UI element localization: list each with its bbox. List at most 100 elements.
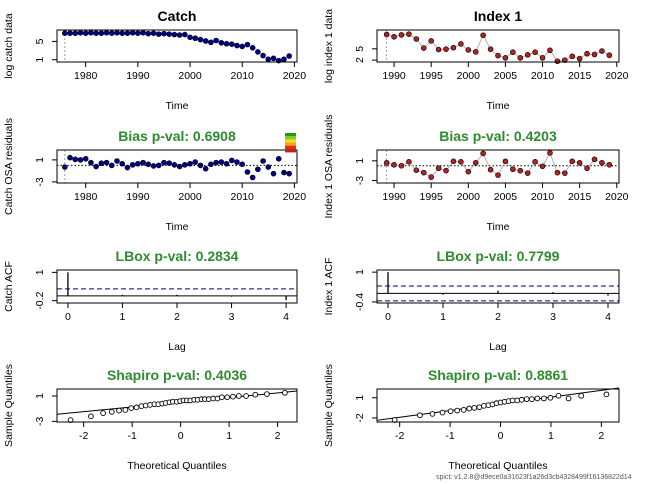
index_osa-point [606, 161, 613, 168]
catch_qq-point [116, 407, 122, 414]
catch_osa-point [129, 162, 136, 168]
catch_acf-panel: LBox p-val: 0.2834 Lag Catch ACF 0 1 2 3 4 -0.2 1 [3, 248, 298, 353]
index_osa-point [398, 162, 405, 169]
index_osa-point [413, 167, 420, 173]
catch_osa-ylabel: Catch OSA residuals [3, 118, 15, 215]
catch_data-xtick-label: 2020 [283, 70, 307, 82]
catch_data-title: Catch [158, 8, 197, 24]
catch_acf-ytick-label: -0.2 [34, 291, 46, 309]
catch_osa-title: Bias p-val: 0.6908 [118, 128, 236, 144]
catch_data-point [129, 29, 136, 36]
catch_data-point [176, 32, 183, 38]
index_qq-xtick-label: 1 [548, 430, 554, 442]
catch_data-point [77, 29, 84, 36]
index_qq-xtick-label: 0 [498, 430, 504, 442]
catch_data-point [228, 41, 235, 47]
index_osa-point [576, 160, 583, 166]
index_qq-point [481, 402, 487, 409]
index_osa-frame [376, 149, 620, 184]
index_qq-point [471, 405, 478, 411]
catch_osa-xtick-label: 2010 [231, 191, 255, 203]
index_osa-point [510, 166, 516, 173]
index_data-point [576, 55, 583, 62]
index_qq-point [476, 404, 483, 411]
index_data-title: Index 1 [474, 8, 522, 24]
index_data-point [413, 36, 420, 42]
index_osa-point [562, 170, 568, 176]
index_osa-xtick-label: 2000 [457, 191, 481, 203]
catch_osa-point [176, 163, 183, 170]
catch_osa-point [187, 160, 193, 167]
catch_osa-point [67, 154, 73, 161]
index_data-point [562, 57, 568, 63]
index_data-point [606, 52, 613, 59]
index_data-point [391, 33, 397, 40]
catch_osa-xtick-label: 1980 [74, 191, 98, 203]
catch_data-point [265, 56, 272, 63]
catch_osa-point [234, 159, 240, 165]
catch_osa-point [286, 170, 292, 177]
catch_data-point [249, 45, 256, 51]
index_data-point [383, 31, 390, 38]
index_osa-point [524, 170, 531, 176]
catch_data-point [281, 56, 287, 63]
catch_data-point [192, 35, 199, 42]
catch_osa-ytick-label: -3 [34, 177, 46, 186]
catch_data-point [119, 30, 126, 37]
catch_acf-ylabel: Catch ACF [3, 261, 15, 312]
catch_acf-xtick-label: 0 [65, 311, 71, 323]
index_acf-ylabel: Index 1 ACF [323, 258, 335, 316]
index_data-ylabel: log index 1 data [323, 9, 335, 83]
catch_osa-point [62, 164, 68, 170]
index_osa-xlabel: Time [487, 221, 510, 233]
index_osa-point [450, 158, 457, 165]
index_data-point [554, 58, 561, 65]
catch_data-point [182, 31, 188, 38]
catch_qq-xtick-label: 0 [178, 430, 184, 442]
index_acf-ytick-label: 1 [354, 269, 366, 275]
catch_qq-point [122, 407, 129, 413]
catch_data-point [145, 30, 152, 37]
index_data-point [420, 45, 427, 51]
catch_osa-point [124, 164, 131, 171]
index_qq-point [541, 395, 547, 402]
catch_data-point [108, 30, 115, 37]
catch_osa-point [260, 158, 266, 164]
catch_data-point [114, 29, 120, 36]
index_data-point [510, 49, 516, 56]
catch_qq-point [252, 391, 259, 398]
catch_qq-xtick-label: 2 [275, 430, 281, 442]
catch_osa-xtick-label: 2000 [178, 191, 202, 203]
index_data-point [458, 41, 464, 47]
index_osa-point [495, 172, 501, 178]
catch_data-point [213, 37, 219, 44]
catch_osa-point [281, 169, 287, 176]
index_osa-point [517, 167, 524, 174]
index_osa-point [435, 165, 442, 172]
catch_osa-xtick-label: 1990 [126, 191, 150, 203]
catch_acf-xtick-label: 3 [229, 311, 235, 323]
catch_qq-point [235, 393, 242, 399]
catch_qq-frame [56, 388, 298, 423]
index_osa-point [584, 165, 590, 172]
index_acf-xtick-label: 4 [605, 311, 611, 323]
index_data-point [450, 44, 457, 51]
catch_data-point [67, 30, 73, 37]
catch_osa-point [213, 159, 219, 166]
index_acf-xtick-label: 1 [440, 311, 446, 323]
catch_qq-point [100, 410, 106, 416]
catch_data-xtick-label: 1990 [126, 70, 150, 82]
catch_osa-point [275, 156, 282, 162]
catch_osa-point [114, 158, 120, 164]
catch_acf-frame [56, 269, 298, 304]
catch_osa-point [77, 157, 84, 163]
index_data-point [406, 31, 412, 37]
index_osa-point [532, 159, 538, 165]
index_osa-point [428, 174, 434, 180]
catch_acf-title: LBox p-val: 0.2834 [116, 248, 239, 264]
catch_qq-panel: Shapiro p-val: 0.4036 Theoretical Quantil… [3, 364, 298, 472]
catch_data-ylabel: log catch data [3, 13, 15, 79]
catch_osa-point [223, 160, 230, 167]
index_osa-title: Bias p-val: 0.4203 [439, 128, 557, 144]
catch_data-xtick-label: 2000 [178, 70, 202, 82]
